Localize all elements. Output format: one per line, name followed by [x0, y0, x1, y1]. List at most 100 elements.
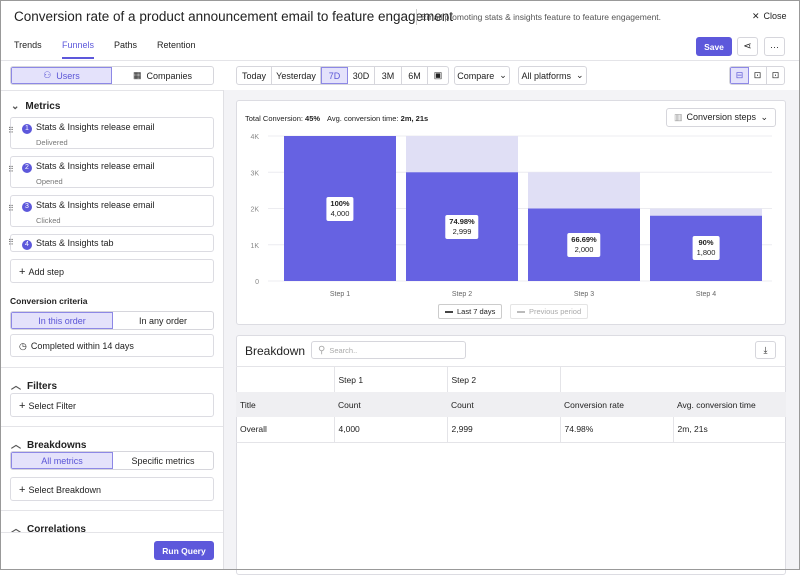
drag-handle-icon[interactable]: ⠿: [8, 126, 14, 135]
date-range-selector: Today Yesterday 7D 30D 3M 6M ▣: [236, 66, 449, 85]
data-label: 100% 4,000: [326, 196, 354, 221]
breakdowns-section-toggle[interactable]: ︿ Breakdowns: [11, 436, 86, 451]
column-header[interactable]: Conversion rate: [564, 399, 625, 410]
completed-within-button[interactable]: ◷ Completed within 14 days: [10, 334, 214, 357]
more-button[interactable]: ···: [764, 37, 785, 56]
legend-previous-period[interactable]: Previous period: [510, 304, 589, 319]
tab-paths[interactable]: Paths: [114, 40, 138, 50]
total-conversion-value: 45%: [305, 114, 321, 123]
filters-section-toggle[interactable]: ︿ Filters: [11, 377, 57, 392]
layout-bottom-icon: ⊡: [753, 70, 762, 80]
range-yesterday[interactable]: Yesterday: [272, 67, 321, 84]
conversion-criteria-title: Conversion criteria: [10, 296, 88, 306]
add-step-button[interactable]: + Add step: [10, 259, 214, 283]
divider: [0, 90, 223, 91]
data-label-percent: 66.69%: [571, 234, 597, 244]
chart-view-dropdown[interactable]: ▥ Conversion steps ⌄: [666, 108, 776, 127]
tab-retention[interactable]: Retention: [157, 40, 196, 50]
column-header[interactable]: Count: [338, 399, 361, 410]
correlations-section-toggle[interactable]: ︿ Correlations: [11, 520, 86, 535]
total-conversion: Total Conversion: 45%: [245, 114, 320, 123]
select-breakdown-label: Select Breakdown: [28, 485, 101, 495]
column-header[interactable]: Title: [240, 399, 256, 410]
layout-bottom-button[interactable]: ⊡: [749, 67, 767, 84]
divider: [416, 9, 417, 25]
table-cell: Overall: [236, 417, 335, 442]
add-step-label: Add step: [28, 267, 64, 277]
in-any-order-toggle[interactable]: In any order: [138, 315, 188, 326]
users-toggle[interactable]: ⚇ Users: [11, 67, 112, 84]
tab-trends[interactable]: Trends: [14, 40, 42, 50]
y-tick-label: 3K: [250, 170, 259, 177]
table-row[interactable]: Overall 4,000 2,999 74.98% 2m, 21s: [236, 417, 786, 442]
table-cell: 2,999: [447, 417, 561, 442]
range-7d[interactable]: 7D: [321, 67, 348, 84]
chart-view-label: Conversion steps: [686, 112, 757, 122]
funnel-step[interactable]: ⠿ 1 Stats & Insights release email Delivere…: [8, 117, 214, 149]
layout-top-icon: ⊡: [771, 70, 780, 80]
user-icon: ⚇: [43, 70, 52, 80]
run-query-button[interactable]: Run Query: [154, 541, 214, 560]
step-number: 2: [22, 162, 32, 173]
avg-conversion-label: Avg. conversion time:: [327, 114, 399, 123]
column-header[interactable]: Avg. conversion time: [677, 399, 756, 410]
divider: [0, 510, 223, 511]
funnel-step[interactable]: ⠿ 2 Stats & Insights release email Opened: [8, 156, 214, 188]
calendar-icon: ▣: [433, 70, 443, 80]
search-icon: ⚲: [318, 344, 326, 356]
divider: [0, 426, 223, 427]
select-filter-button[interactable]: + Select Filter: [10, 393, 214, 417]
range-6m[interactable]: 6M: [402, 67, 428, 84]
divider: [0, 367, 223, 368]
layout-split-icon: ⊟: [735, 70, 744, 80]
header-cell: Step 1: [334, 367, 448, 392]
column-header[interactable]: Count: [451, 399, 474, 410]
tab-funnels[interactable]: Funnels: [62, 40, 95, 59]
y-tick-label: 0: [255, 279, 259, 286]
share-button[interactable]: ⋖: [737, 37, 758, 56]
layout-split-button[interactable]: ⊟: [730, 67, 749, 84]
download-button[interactable]: ⤓: [755, 341, 776, 359]
step-name: Stats & Insights release email: [36, 161, 155, 171]
chevron-up-icon: ︿: [11, 440, 21, 451]
range-today[interactable]: Today: [237, 67, 272, 84]
calendar-button[interactable]: ▣: [428, 67, 448, 84]
avg-conversion-time: Avg. conversion time: 2m, 21s: [327, 114, 428, 123]
x-tick-label: Step 1: [330, 291, 350, 298]
y-tick-label: 2K: [250, 207, 259, 214]
companies-toggle[interactable]: ▦ Companies: [112, 67, 213, 84]
drag-handle-icon[interactable]: ⠿: [8, 204, 14, 213]
layout-top-button[interactable]: ⊡: [767, 67, 784, 84]
table-cell: 74.98%: [560, 417, 674, 442]
divider: [0, 60, 800, 61]
select-filter-label: Select Filter: [28, 401, 76, 411]
metrics-section-toggle[interactable]: ⌄ Metrics: [11, 101, 60, 112]
in-this-order-toggle[interactable]: In this order: [11, 312, 113, 329]
all-metrics-toggle[interactable]: All metrics: [11, 452, 113, 469]
funnel-step[interactable]: ⠿ 4 Stats & Insights tab: [8, 234, 214, 252]
step-event: Opened: [36, 177, 63, 186]
save-button[interactable]: Save: [696, 37, 732, 56]
chevron-down-icon: ⌄: [760, 112, 768, 122]
chevron-down-icon: ⌄: [575, 70, 584, 80]
data-label: 90% 1,800: [692, 236, 720, 261]
chevron-down-icon: ⌄: [11, 101, 20, 112]
breakdown-search[interactable]: ⚲ Search..: [311, 341, 466, 359]
range-30d[interactable]: 30D: [348, 67, 375, 84]
header-cell: [236, 367, 335, 392]
legend-last-7-days[interactable]: Last 7 days: [438, 304, 503, 319]
bar-chart-icon: ▥: [674, 112, 683, 122]
select-breakdown-button[interactable]: + Select Breakdown: [10, 477, 214, 501]
drag-handle-icon[interactable]: ⠿: [8, 238, 14, 247]
data-label-percent: 100%: [330, 198, 350, 208]
drag-handle-icon[interactable]: ⠿: [8, 165, 14, 174]
close-button[interactable]: ✕ Close: [752, 11, 787, 22]
compare-dropdown[interactable]: Compare ⌄: [454, 66, 510, 85]
data-label-count: 1,800: [696, 248, 716, 258]
specific-metrics-toggle[interactable]: Specific metrics: [131, 455, 195, 466]
range-3m[interactable]: 3M: [375, 67, 402, 84]
page-title: Conversion rate of a product announcemen…: [14, 9, 454, 24]
funnel-step[interactable]: ⠿ 3 Stats & Insights release email Clicked: [8, 195, 214, 227]
platforms-dropdown[interactable]: All platforms ⌄: [518, 66, 587, 85]
